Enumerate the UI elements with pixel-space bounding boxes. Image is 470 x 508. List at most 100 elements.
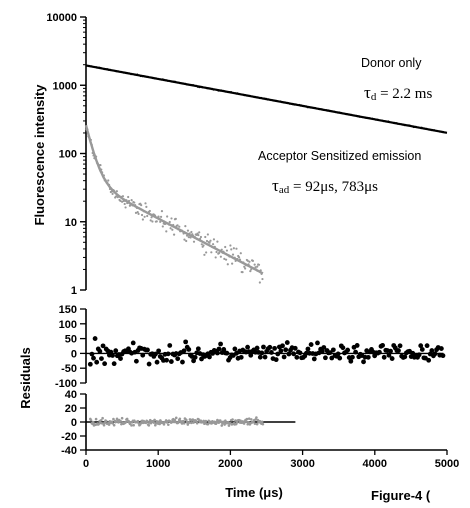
donor-only-label: Donor only xyxy=(361,56,422,70)
residuals-donor-point xyxy=(402,354,408,360)
acceptor-data-point xyxy=(209,239,212,242)
residuals-donor-point xyxy=(146,361,152,367)
residuals-donor-point xyxy=(183,339,189,345)
acceptor-data-point xyxy=(253,263,256,266)
residuals-donor-point xyxy=(118,356,123,361)
residuals-acceptor-point xyxy=(195,421,199,425)
residuals-donor-point xyxy=(140,352,146,358)
donor-tau-annotation: τd = 2.2 ms xyxy=(364,83,432,103)
residuals-acceptor-point xyxy=(227,424,231,427)
acceptor-data-point xyxy=(205,251,208,254)
residuals-donor-point xyxy=(133,358,139,364)
residuals-donor-ticks: 150 100 50 0 -50 -100 xyxy=(55,304,86,390)
residuals-donor-point xyxy=(94,359,100,365)
residuals-donor-point xyxy=(89,351,95,357)
residuals-acceptor-point xyxy=(99,419,103,422)
acceptor-data-point xyxy=(145,205,148,209)
residuals-acceptor-point xyxy=(182,422,186,425)
residuals-donor-point xyxy=(92,336,98,341)
residuals-acceptor-point xyxy=(234,419,237,422)
decay-y-tick-label: 1 xyxy=(71,285,77,297)
acceptor-data-point xyxy=(124,206,127,209)
residuals-donor-point xyxy=(215,350,220,356)
residuals-donor-point xyxy=(238,354,244,360)
residuals-acceptor-point xyxy=(253,422,257,425)
residuals-acceptor-point xyxy=(139,421,143,425)
residuals-donor-point xyxy=(292,345,298,351)
acceptor-data-point xyxy=(123,202,126,206)
residuals-donor-point xyxy=(261,344,266,350)
residuals-donor-y-tick-label: -50 xyxy=(61,363,77,375)
residuals-acceptor-point xyxy=(247,420,250,424)
acceptor-data-point xyxy=(121,200,124,203)
acceptor-data-point xyxy=(225,249,229,252)
acceptor-data-point xyxy=(140,213,144,217)
residuals-donor-point xyxy=(195,346,201,352)
residuals-donor-point xyxy=(330,347,336,353)
acceptor-data-point xyxy=(232,247,235,250)
residuals-acceptor-point xyxy=(190,421,193,425)
acceptor-data-point xyxy=(146,214,149,218)
acceptor-label: Acceptor Sensitized emission xyxy=(258,149,421,163)
residuals-donor-point xyxy=(386,352,392,358)
acceptor-data-point xyxy=(115,190,119,193)
residuals-donor-point xyxy=(321,345,327,350)
acceptor-data-point xyxy=(178,225,181,228)
residuals-donor-y-tick-label: -100 xyxy=(55,378,77,390)
acceptor-data-point xyxy=(150,216,153,219)
acceptor-data-point xyxy=(183,238,186,241)
acceptor-data-point xyxy=(137,212,140,215)
residuals-donor-point xyxy=(380,342,385,348)
residuals-acceptor-point xyxy=(94,417,98,421)
residuals-donor-point xyxy=(218,341,223,347)
residuals-acceptor-point xyxy=(177,421,180,424)
residuals-donor-point xyxy=(248,352,254,358)
residuals-acceptor-point xyxy=(261,422,265,426)
residuals-acceptor-y-tick-label: 20 xyxy=(65,403,77,415)
acceptor-data-point xyxy=(241,270,244,274)
residuals-donor-point xyxy=(154,359,160,365)
residuals-donor-point xyxy=(286,351,292,357)
acceptor-data-point xyxy=(121,195,125,198)
acceptor-data-point xyxy=(192,240,196,243)
residuals-donor-point xyxy=(156,348,162,354)
residuals-acceptor-point xyxy=(107,423,111,426)
residuals-donor-point xyxy=(164,357,169,363)
donor-tau-value: = 2.2 ms xyxy=(376,86,432,102)
acceptor-data-point xyxy=(169,227,172,230)
acceptor-data-point xyxy=(212,238,216,241)
acceptor-data-point xyxy=(223,257,226,260)
acceptor-data-point xyxy=(130,198,133,202)
acceptor-data-point xyxy=(258,281,261,284)
residuals-ylabel: Residuals xyxy=(18,347,33,408)
residuals-acceptor-ticks: 40 20 0 -20 -40 xyxy=(61,389,86,457)
residuals-donor-point xyxy=(426,357,432,363)
residuals-donor-point xyxy=(281,354,287,360)
residuals-donor-point xyxy=(416,352,422,358)
residuals-donor-point xyxy=(180,359,185,365)
acceptor-data-point xyxy=(249,270,252,273)
acceptor-data-point xyxy=(136,211,139,214)
acceptor-data-point xyxy=(261,277,264,281)
residuals-donor-point xyxy=(168,359,174,364)
x-axis-ticks: 0 1000 2000 3000 4000 5000 xyxy=(83,449,459,470)
residuals-donor-point xyxy=(181,348,187,354)
acceptor-data-point xyxy=(214,256,217,259)
x-tick-label: 2000 xyxy=(218,458,242,470)
residuals-donor-point xyxy=(429,348,435,353)
residuals-donor-point xyxy=(432,351,438,357)
residuals-donor-point xyxy=(337,355,343,361)
residuals-donor-point xyxy=(311,356,317,362)
residuals-donor-point xyxy=(294,354,300,360)
residuals-donor-point xyxy=(377,349,382,355)
acceptor-data-point xyxy=(143,215,146,218)
acceptor-data-point xyxy=(208,241,211,244)
residuals-acceptor-point xyxy=(182,419,185,423)
residuals-donor-point xyxy=(354,343,360,348)
acceptor-data-point xyxy=(159,215,163,218)
residuals-acceptor-point xyxy=(132,423,135,427)
acceptor-data-point xyxy=(151,220,154,223)
residuals-acceptor-points xyxy=(89,416,265,427)
residuals-donor-point xyxy=(350,354,355,360)
